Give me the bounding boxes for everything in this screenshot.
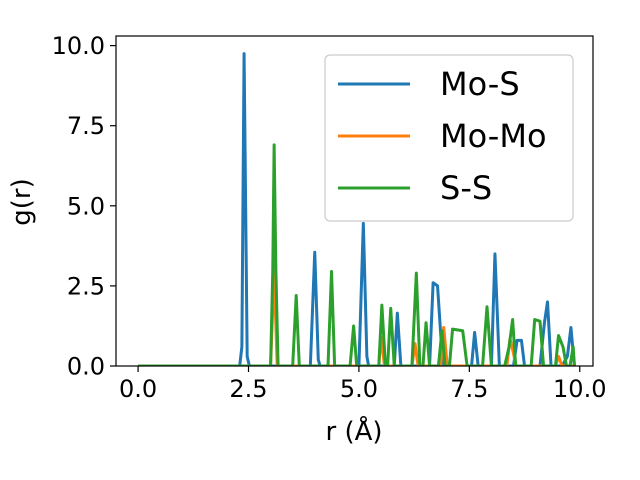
axes-border (115, 35, 594, 367)
y-tick-label: 5.0 (67, 192, 105, 220)
legend-label-mo-mo: Mo-Mo (440, 117, 547, 155)
y-tick-label: 7.5 (67, 112, 105, 140)
legend-label-s-s: S-S (440, 169, 492, 207)
series-line-s-s (138, 143, 576, 366)
legend-label-mo-s: Mo-S (440, 65, 520, 103)
y-tick-label: 0.0 (67, 353, 105, 381)
legend-box (324, 54, 574, 222)
x-axis-label: r (Å) (325, 415, 382, 447)
x-tick-label: 5.0 (340, 375, 378, 403)
plot-area (138, 52, 576, 366)
x-axis-ticks: 0.0 2.5 5.0 7.5 10.0 (119, 366, 606, 403)
x-tick-label: 0.0 (119, 375, 157, 403)
y-axis-ticks: 0.0 2.5 5.0 7.5 10.0 (52, 32, 116, 381)
series-line-mo-s (138, 52, 576, 366)
x-tick-label: 2.5 (229, 375, 267, 403)
y-axis-label: g(r) (7, 178, 37, 225)
x-tick-label: 10.0 (553, 375, 606, 403)
x-tick-label: 7.5 (450, 375, 488, 403)
axes-frame (115, 35, 594, 367)
y-tick-label: 10.0 (52, 32, 105, 60)
legend: Mo-S Mo-Mo S-S (324, 54, 574, 222)
y-tick-label: 2.5 (67, 272, 105, 300)
